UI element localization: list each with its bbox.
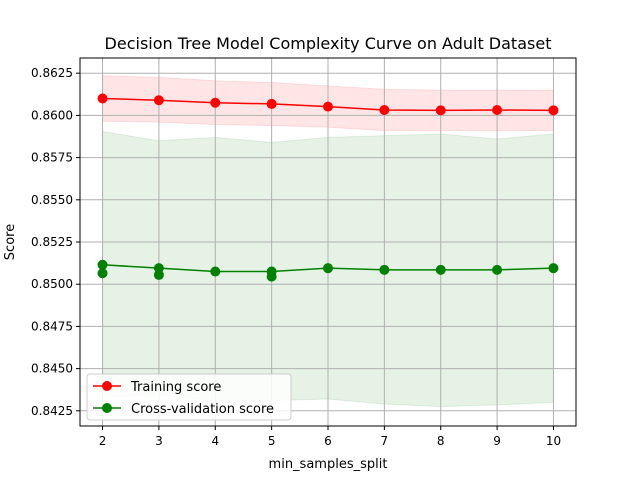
y-axis-ticks: 0.8425 0.8450 0.8475 0.8500 0.8525 0.8550 0.85… [31,66,80,418]
series-2-point [210,266,221,277]
series-1-point [379,104,390,115]
y-tick-label: 0.8500 [31,277,73,291]
series-1-point [153,95,164,106]
legend: Training score Cross-validation score [86,373,292,421]
x-tick-label: 10 [546,434,561,448]
series-2-point [548,263,559,274]
x-tick-label: 5 [268,434,276,448]
series-1-point [548,105,559,116]
x-tick-label: 2 [99,434,107,448]
series-2-point [153,269,164,280]
series-2-point [97,268,108,279]
series-1-point [266,98,277,109]
x-tick-label: 3 [155,434,163,448]
chart-title: Decision Tree Model Complexity Curve on … [105,34,552,53]
series-1-point [435,105,446,116]
y-tick-label: 0.8525 [31,235,73,249]
grid-lines [80,58,576,426]
y-tick-label: 0.8450 [31,362,73,376]
series-2-point [492,264,503,275]
y-axis-label: Score [3,224,18,260]
legend-box [86,373,292,421]
series-2-point [266,271,277,282]
legend-label-1: Training score [130,380,221,395]
series-2-point [379,264,390,275]
x-tick-label: 6 [324,434,332,448]
legend-marker-1 [102,381,112,391]
legend-marker-2 [102,403,112,413]
x-axis-ticks: 2 3 4 5 6 7 8 9 10 [99,426,561,448]
y-tick-label: 0.8475 [31,319,73,333]
y-tick-label: 0.8550 [31,193,73,207]
y-tick-label: 0.8575 [31,151,73,165]
legend-label-2: Cross-validation score [131,402,274,417]
series-2-point [97,259,108,270]
y-tick-label: 0.8625 [31,66,73,80]
x-tick-label: 4 [211,434,219,448]
series-1-point [492,104,503,115]
series-2-point [435,264,446,275]
x-tick-label: 7 [381,434,389,448]
data-points [97,93,559,282]
x-tick-label: 9 [493,434,501,448]
series-1-point [323,101,333,112]
x-axis-label: min_samples_split [269,457,388,472]
series-2-point [323,263,333,274]
y-tick-label: 0.8600 [31,108,73,122]
y-tick-label: 0.8425 [31,404,73,418]
series-1-point [210,97,221,108]
x-tick-label: 8 [437,434,445,448]
series-1-point [97,93,108,104]
